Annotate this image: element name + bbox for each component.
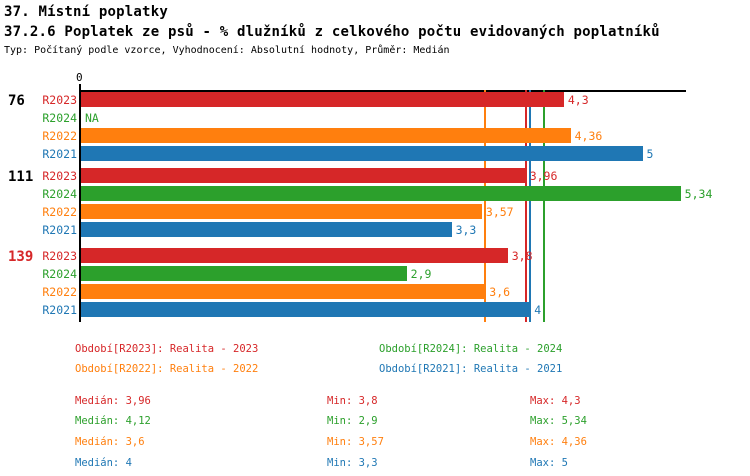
page-title: 37. Místní poplatky bbox=[4, 4, 168, 20]
bar-r2023 bbox=[81, 248, 508, 263]
bar-value-label: 5 bbox=[646, 147, 654, 161]
bar-r2021 bbox=[81, 302, 531, 317]
chart-meta-line: Typ: Počítaný podle vzorce, Vyhodnocení:… bbox=[4, 45, 450, 56]
bar-year-label: R2023 bbox=[42, 93, 77, 107]
bar-r2023 bbox=[81, 92, 564, 107]
stat-max-r2024: Max: 5,34 bbox=[530, 415, 587, 427]
bar-year-label: R2022 bbox=[42, 285, 77, 299]
bar-value-label: 3,57 bbox=[485, 205, 514, 219]
bar-r2022 bbox=[81, 128, 571, 143]
bar-year-label: R2024 bbox=[42, 111, 77, 125]
bar-year-label: R2022 bbox=[42, 129, 77, 143]
legend-item-r2021: Období[R2021]: Realita - 2021 bbox=[379, 363, 563, 375]
bar-r2022 bbox=[81, 284, 486, 299]
x-axis-zero-label: 0 bbox=[76, 71, 83, 84]
group-label: 139 bbox=[8, 249, 34, 265]
y-axis-line bbox=[79, 84, 81, 322]
x-axis-top-line bbox=[79, 90, 686, 92]
bar-year-label: R2021 bbox=[42, 223, 77, 237]
stat-max-r2022: Max: 4,36 bbox=[530, 436, 587, 448]
bar-value-label: 4,3 bbox=[567, 93, 589, 107]
median-line-r2021 bbox=[529, 90, 532, 322]
group-label: 111 bbox=[8, 169, 34, 185]
bar-r2023 bbox=[81, 168, 526, 183]
stat-min-r2024: Min: 2,9 bbox=[327, 415, 378, 427]
stat-median-r2021: Medián: 4 bbox=[75, 457, 132, 469]
bar-r2024 bbox=[81, 266, 407, 281]
bar-value-label: 3,96 bbox=[529, 169, 558, 183]
bar-value-label: 3,3 bbox=[455, 223, 477, 237]
bar-year-label: R2024 bbox=[42, 267, 77, 281]
bar-r2021 bbox=[81, 146, 643, 161]
stat-min-r2021: Min: 3,3 bbox=[327, 457, 378, 469]
bar-year-label: R2023 bbox=[42, 169, 77, 183]
bar-year-label: R2023 bbox=[42, 249, 77, 263]
bar-r2022 bbox=[81, 204, 482, 219]
median-line-r2022 bbox=[484, 90, 487, 322]
bar-year-label: R2022 bbox=[42, 205, 77, 219]
stat-median-r2024: Medián: 4,12 bbox=[75, 415, 151, 427]
bar-value-label: 5,34 bbox=[684, 187, 713, 201]
chart-subtitle: 37.2.6 Poplatek ze psů - % dlužníků z ce… bbox=[4, 24, 660, 40]
bar-year-label: R2021 bbox=[42, 303, 77, 317]
stat-median-r2022: Medián: 3,6 bbox=[75, 436, 145, 448]
bar-value-label: 4,36 bbox=[574, 129, 603, 143]
median-line-r2024 bbox=[542, 90, 545, 322]
median-line-r2023 bbox=[524, 90, 527, 322]
legend-item-r2024: Období[R2024]: Realita - 2024 bbox=[379, 343, 563, 355]
stat-min-r2023: Min: 3,8 bbox=[327, 395, 378, 407]
legend-item-r2022: Období[R2022]: Realita - 2022 bbox=[75, 363, 259, 375]
bar-na-label: NA bbox=[85, 111, 99, 125]
stat-max-r2023: Max: 4,3 bbox=[530, 395, 581, 407]
bar-value-label: 3,8 bbox=[511, 249, 533, 263]
stat-max-r2021: Max: 5 bbox=[530, 457, 568, 469]
bar-value-label: 4 bbox=[534, 303, 542, 317]
group-label: 76 bbox=[8, 93, 25, 109]
bar-r2021 bbox=[81, 222, 452, 237]
stat-min-r2022: Min: 3,57 bbox=[327, 436, 384, 448]
bar-year-label: R2021 bbox=[42, 147, 77, 161]
bar-r2024 bbox=[81, 186, 681, 201]
legend-item-r2023: Období[R2023]: Realita - 2023 bbox=[75, 343, 259, 355]
bar-value-label: 3,6 bbox=[489, 285, 511, 299]
bar-year-label: R2024 bbox=[42, 187, 77, 201]
stat-median-r2023: Medián: 3,96 bbox=[75, 395, 151, 407]
bar-value-label: 2,9 bbox=[410, 267, 432, 281]
